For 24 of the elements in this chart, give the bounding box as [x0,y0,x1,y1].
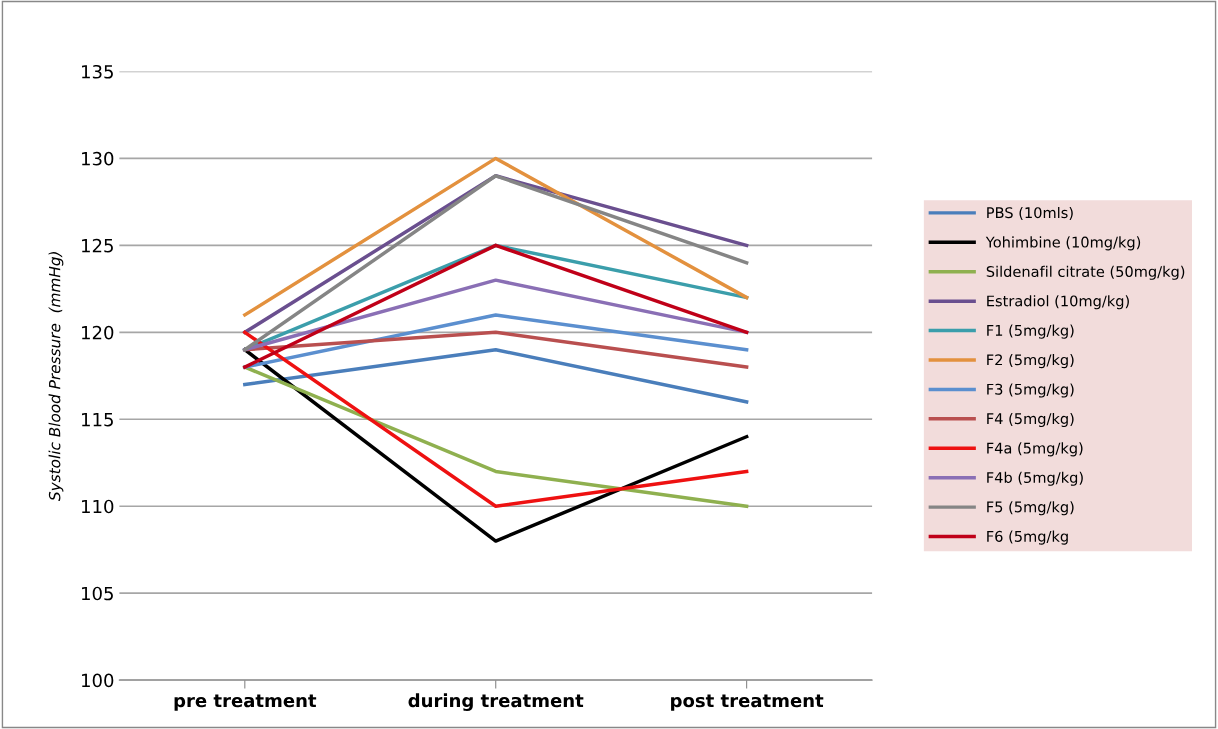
legend-label: F4b (5mg/kg) [987,471,1083,486]
legend-label: PBS (10mls) [987,206,1073,220]
legend-label: F2 (5mg/kg) [987,354,1074,369]
y-tick-label: 105 [82,586,113,601]
x-tick-label: post treatment [671,694,824,711]
legend-label: Estradiol (10mg/kg) [987,295,1129,310]
y-tick-label: 125 [82,238,113,253]
y-tick-label: 115 [82,412,113,427]
y-tick-label: 120 [82,325,114,340]
y-tick-label: 100 [82,673,114,688]
legend-label: F6 (5mg/kg [987,530,1068,545]
x-tick-label: pre treatment [174,694,317,711]
legend-label: F1 (5mg/kg) [987,324,1074,339]
legend-label: Yohimbine (10mg/kg) [985,236,1141,251]
x-tick-label: during treatment [408,693,584,711]
legend-label: F5 (5mg/kg) [987,501,1074,516]
legend-label: Sildenafil citrate (50mg/kg) [986,265,1185,280]
legend-label: F4 (5mg/kg) [987,412,1074,427]
legend-label: F4a (5mg/kg) [987,442,1083,457]
legend-label: F3 (5mg/kg) [987,383,1074,398]
y-axis-title: Systolic Blood Pressure (mmHg) [48,252,64,501]
y-tick-label: 135 [82,64,113,79]
y-tick-label: 110 [82,499,114,514]
y-tick-label: 130 [82,151,114,166]
